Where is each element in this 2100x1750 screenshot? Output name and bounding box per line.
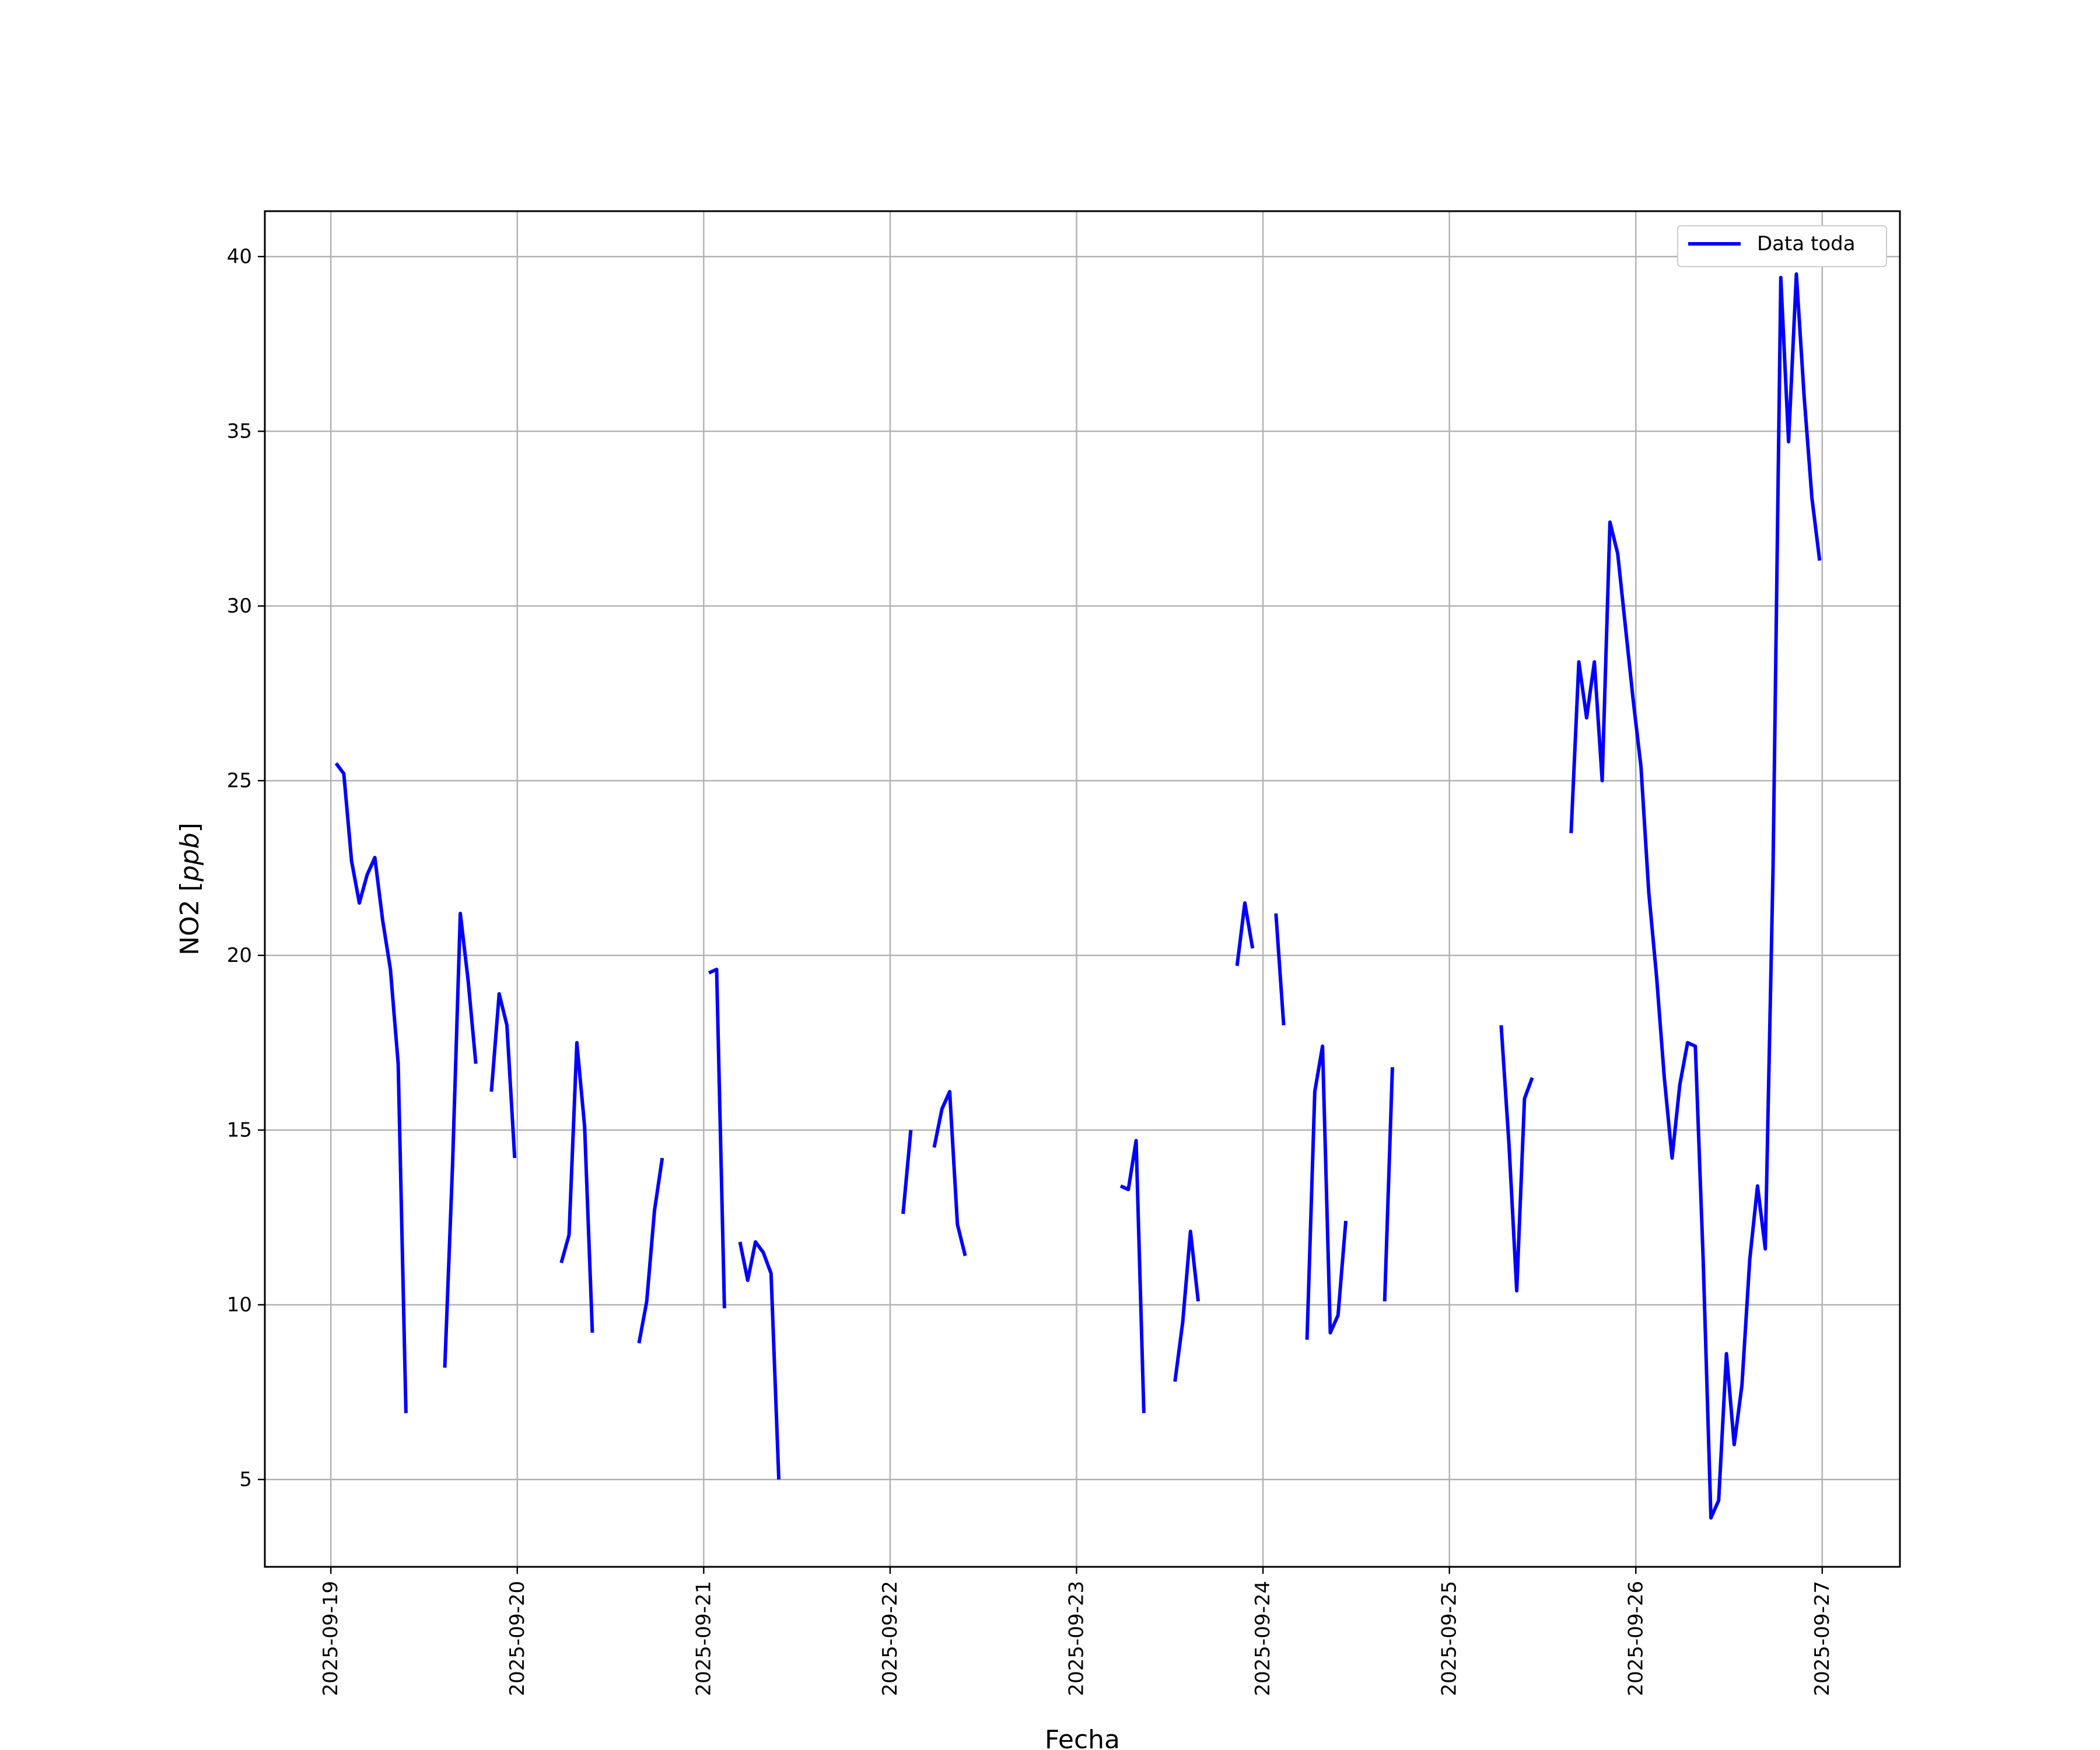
series-0-segment-15 [1499,1025,1534,1293]
series-0-segment-4 [637,1157,664,1344]
series-0-segment-14 [1382,1067,1394,1301]
series-0-segment-8 [932,1090,967,1256]
legend: Data toda [1677,225,1887,267]
legend-label: Data toda [1757,232,1856,256]
series-0-segment-10 [1173,1230,1200,1382]
legend-box [1677,225,1887,267]
x-tick-label: 2025-09-27 [1811,1581,1834,1696]
plot-frame [264,210,1901,1568]
x-tick-label: 2025-09-19 [319,1581,342,1696]
y-axis-title-main: NO2 [ [175,881,205,956]
series-0-segment-1 [443,911,478,1368]
y-axis-title: NO2 [ppb] [175,822,205,956]
y-tick-label: 40 [227,245,252,268]
x-tick-label: 2025-09-21 [692,1581,715,1696]
x-tick-label: 2025-09-20 [506,1581,529,1696]
x-axis: 2025-09-19 2025-09-20 2025-09-21 2025-09-22… [319,1567,1834,1696]
x-axis-title: Fecha [1045,1725,1120,1750]
series-0-segment-2 [489,992,517,1158]
x-tick-label: 2025-09-22 [878,1581,902,1696]
y-axis-title-unit: ppb [175,832,205,882]
y-tick-label: 30 [227,594,252,618]
y-tick-label: 35 [227,419,252,443]
series-0-segment-6 [738,1240,781,1480]
series-0-segment-9 [1119,1139,1146,1413]
series-0-segment-0 [334,762,408,1413]
grid [265,211,1900,1567]
x-tick-label: 2025-09-25 [1438,1581,1461,1696]
x-tick-label: 2025-09-24 [1251,1581,1275,1696]
series-0-segment-7 [901,1130,913,1214]
series-0-segment-3 [559,1041,594,1333]
y-axis-title-close: ] [175,822,205,832]
y-tick-label: 20 [227,944,252,967]
y-tick-label: 15 [227,1118,252,1142]
series-0-segment-12 [1274,913,1286,1026]
y-tick-label: 10 [227,1293,252,1317]
series-0-segment-11 [1235,901,1255,967]
series-0-segment-16 [1569,272,1822,1520]
x-tick-label: 2025-09-26 [1624,1581,1647,1696]
x-tick-label: 2025-09-23 [1065,1581,1088,1696]
series-layer [334,272,1822,1520]
y-axis: 5 10 15 20 25 30 35 40 [227,245,265,1491]
y-tick-label: 25 [227,769,252,792]
series-0-segment-5 [708,967,726,1308]
y-tick-label: 5 [239,1468,252,1491]
series-0-segment-13 [1305,1044,1348,1340]
